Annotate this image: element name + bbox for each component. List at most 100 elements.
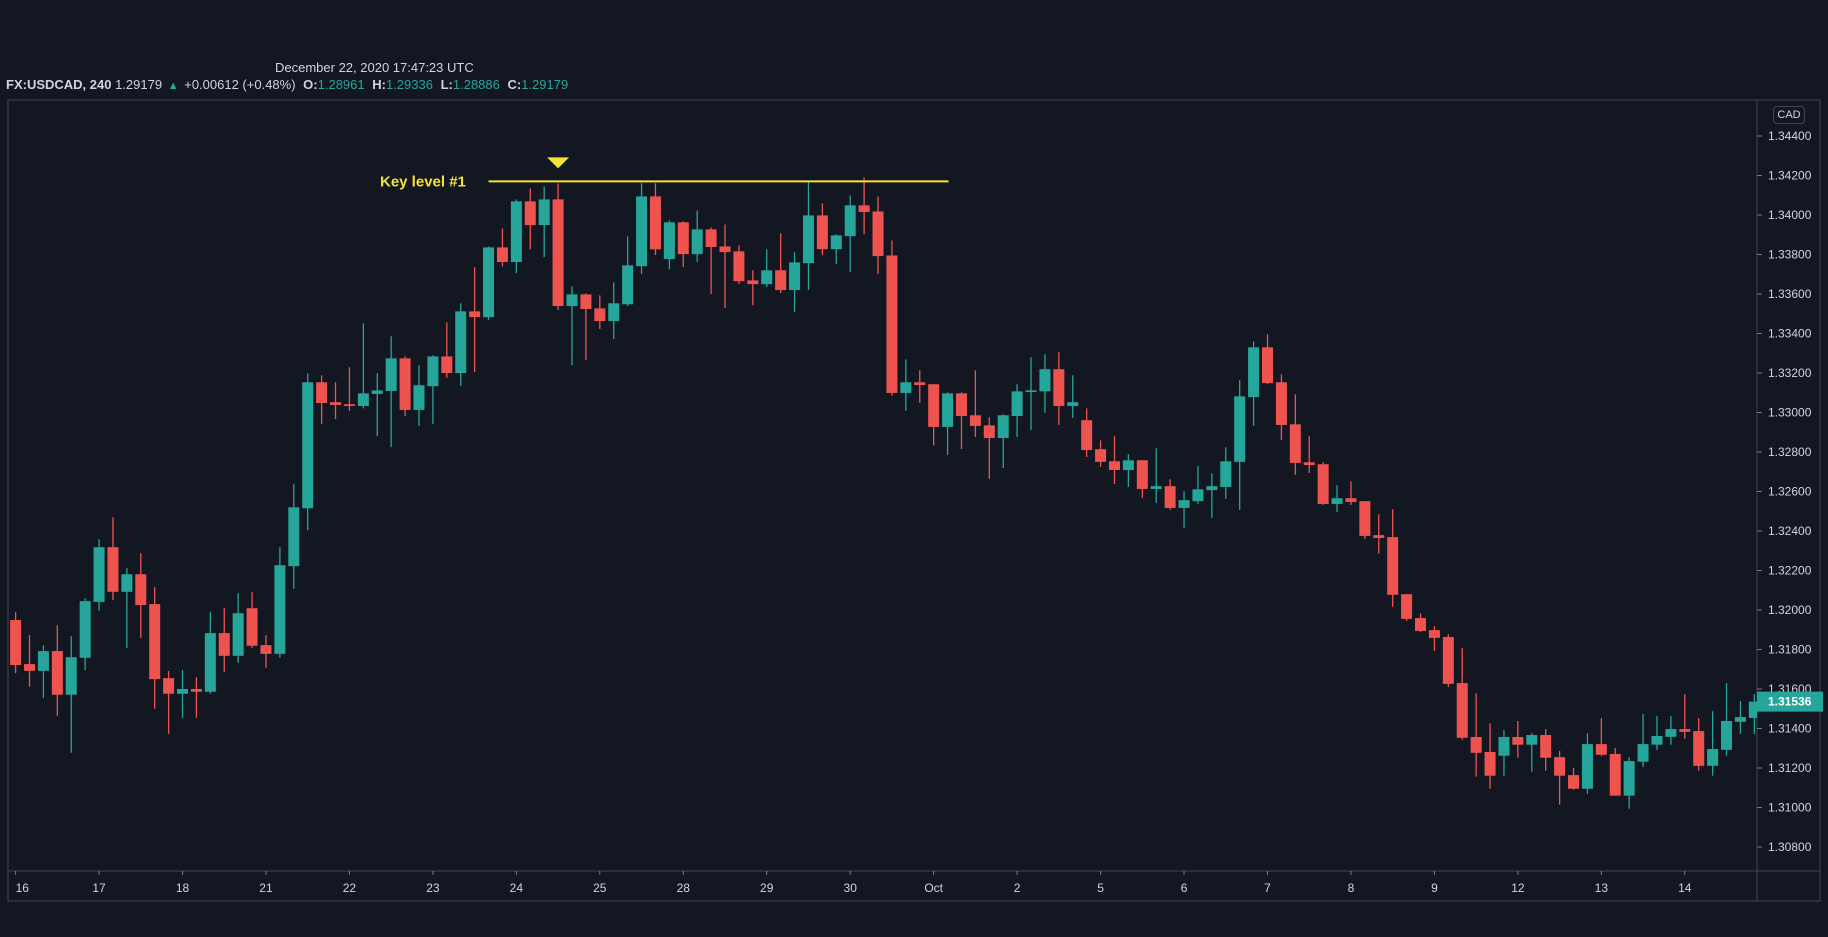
candle-body (1498, 736, 1510, 756)
price-tick-label: 1.31200 (1768, 761, 1812, 775)
candle (177, 670, 189, 718)
candle (830, 234, 842, 265)
candle-body (969, 415, 981, 426)
candle-body (1108, 461, 1120, 470)
candle (330, 382, 342, 420)
candle (1262, 334, 1273, 385)
candle-body (399, 358, 411, 410)
candle-body (1651, 736, 1663, 745)
candle (1470, 693, 1482, 777)
candle (705, 227, 717, 294)
symbol-legend: FX:USDCAD, 240 1.29179 ▲ +0.00612 (+0.48… (6, 77, 568, 92)
candle (594, 295, 606, 329)
candle (1178, 491, 1190, 528)
candle-body (107, 547, 119, 592)
candle-body (455, 311, 467, 373)
candle (288, 484, 300, 589)
candle (858, 177, 870, 235)
time-tick-label: 22 (343, 881, 357, 895)
candle-body (1345, 498, 1357, 502)
candle-body (1581, 744, 1593, 789)
candle (566, 286, 578, 366)
candle-body (789, 262, 801, 291)
candle (1289, 394, 1301, 475)
candle-body (204, 633, 216, 692)
candle (1609, 748, 1621, 796)
candle (1498, 730, 1510, 776)
price-tick-label: 1.31000 (1768, 801, 1812, 815)
chart-timestamp: December 22, 2020 17:47:23 UTC (275, 60, 474, 75)
time-tick-label: 21 (259, 881, 273, 895)
candle-body (496, 247, 508, 263)
time-tick-label: 17 (92, 881, 106, 895)
candle (427, 355, 439, 424)
candle (1456, 648, 1468, 740)
candle-body (385, 358, 397, 391)
candle (107, 517, 119, 601)
candle-body (24, 664, 36, 671)
candle (371, 373, 383, 437)
candle-body (802, 215, 814, 264)
candle-body (580, 294, 592, 310)
low-label: L: (440, 77, 453, 92)
currency-badge[interactable]: CAD (1773, 106, 1805, 124)
candle-body (1359, 501, 1371, 536)
candle (1025, 357, 1037, 430)
candle-body (1679, 729, 1691, 732)
high-label: H: (372, 77, 386, 92)
price-axis[interactable]: 1.34400 1.34200 1.34000 1.33800 1.33600 1.334… (1757, 129, 1812, 854)
time-axis[interactable]: 16 17 18 21 22 23 24 25 28 29 30 Oct 2 5 6 7 8 9 12 13 14 (15, 871, 1692, 895)
candle-body (1484, 752, 1496, 776)
candle (204, 612, 216, 694)
candle (1331, 485, 1343, 512)
candle-body (190, 689, 202, 692)
candle-body (121, 574, 133, 592)
candle (1665, 716, 1677, 745)
price-tick-label: 1.32800 (1768, 445, 1812, 459)
candle-body (914, 382, 926, 386)
candle-body (510, 201, 522, 263)
price-tick-label: 1.32000 (1768, 603, 1812, 617)
candle (1568, 768, 1580, 790)
candle-body (1442, 637, 1454, 684)
candle-body (1665, 729, 1677, 737)
candle (65, 636, 77, 753)
candle-body (1178, 500, 1190, 508)
candle (1373, 514, 1385, 554)
candle-body (1401, 594, 1413, 619)
candle-body (1275, 382, 1287, 425)
candle-body (274, 565, 286, 654)
candle (997, 414, 1009, 468)
candle-body (149, 604, 161, 680)
candle-body (1192, 489, 1204, 502)
candle (232, 593, 244, 663)
last-price-value: 1.31536 (1768, 695, 1812, 709)
candle-body (1568, 775, 1580, 789)
candles (10, 177, 1757, 809)
candle-body (135, 574, 147, 606)
candle (121, 568, 133, 648)
candle (1748, 694, 1757, 734)
time-tick-label: 7 (1264, 881, 1271, 895)
candle (1122, 454, 1134, 487)
candle-body (1220, 461, 1232, 487)
candle-body (761, 270, 773, 285)
candle (316, 375, 328, 424)
candle-body (1136, 460, 1148, 489)
price-tick-label: 1.32400 (1768, 524, 1812, 538)
time-tick-label: 14 (1678, 881, 1692, 895)
candle-body (288, 507, 300, 567)
candle (1415, 613, 1427, 632)
key-level-annotation[interactable]: Key level #1 (380, 157, 949, 190)
symbol-name[interactable]: FX:USDCAD, 240 (6, 77, 112, 92)
time-tick-label: 12 (1511, 881, 1525, 895)
price-tick-label: 1.33400 (1768, 327, 1812, 341)
candle (496, 228, 508, 267)
candle-body (636, 196, 648, 267)
candle-body (1637, 744, 1649, 762)
candle (1554, 751, 1566, 805)
candle-body (302, 382, 314, 509)
candle (135, 553, 147, 638)
time-tick-label: 13 (1595, 881, 1609, 895)
